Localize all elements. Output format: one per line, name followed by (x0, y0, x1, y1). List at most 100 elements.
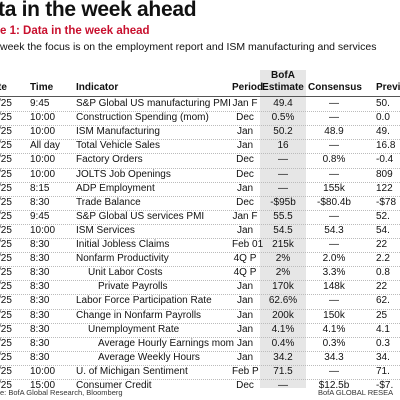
estimate-shade (260, 70, 306, 388)
cell: 34. (376, 351, 390, 363)
cell: — (329, 239, 339, 250)
cell: Jan (236, 126, 254, 138)
cell: Jan F (232, 98, 258, 109)
cell: — (329, 140, 339, 152)
source: e: BofA Global Research, Bloomberg (0, 388, 123, 397)
column-header: Consensus (308, 82, 362, 93)
column-header: te (0, 82, 7, 93)
row-separator (0, 252, 400, 254)
cell: Feb 01 (232, 239, 264, 250)
cell: 62.6% (268, 295, 298, 307)
cell: — (278, 182, 288, 194)
cell: Jan (236, 224, 254, 236)
cell: 10:00 (30, 168, 56, 180)
cell: -$95b (270, 196, 296, 208)
cell: /25 (0, 309, 12, 321)
cell: /25 (0, 365, 12, 377)
cell: Jan (236, 295, 254, 307)
cell: 8:30 (30, 309, 50, 321)
row-separator (0, 153, 400, 155)
cell: -0.4 (376, 154, 394, 166)
cell: 34.3 (324, 351, 344, 363)
cell: 8:30 (30, 239, 50, 250)
cell: Average Weekly Hours (98, 351, 200, 363)
cell: /25 (0, 112, 12, 124)
cell: 155k (323, 182, 345, 194)
cell: 54.3 (324, 224, 344, 236)
column-header: BofA (271, 70, 295, 81)
column-header: Estimate (262, 82, 304, 93)
cell: 50.2 (273, 126, 293, 138)
cell: 15:00 (30, 380, 56, 391)
cell: 48.9 (324, 126, 344, 138)
cell: 8:15 (30, 182, 50, 194)
cell: Nonfarm Productivity (76, 253, 169, 265)
brand: BofA GLOBAL RESEA (318, 388, 394, 397)
cell: 8:30 (30, 351, 50, 363)
cell: 4Q P (233, 267, 257, 279)
cell: — (278, 154, 288, 166)
cell: /25 (0, 337, 12, 349)
cell: 54.5 (273, 224, 293, 236)
row-separator (0, 322, 400, 324)
cell: 10:00 (30, 365, 56, 377)
cell: 200k (272, 309, 294, 321)
cell: /25 (0, 196, 12, 208)
cell: — (329, 112, 339, 124)
cell: — (329, 295, 339, 307)
cell: — (329, 210, 339, 222)
cell: 215k (272, 239, 294, 250)
cell: /25 (0, 168, 12, 180)
cell: -$78 (376, 196, 397, 208)
cell: Jan F (232, 210, 258, 222)
cell: 809 (376, 168, 393, 180)
cell: S&P Global US manufacturing PMI (76, 98, 231, 109)
cell: Jan (236, 309, 254, 321)
row-separator (0, 111, 400, 113)
cell: Trade Balance (76, 196, 141, 208)
cell: Jan (236, 323, 254, 335)
cell: Dec (236, 380, 254, 391)
cell: /25 (0, 154, 12, 166)
cell: Change in Nonfarm Payrolls (76, 309, 202, 321)
cell: /25 (0, 351, 12, 363)
cell: Consumer Credit (76, 380, 152, 391)
cell: 0.4% (271, 337, 295, 349)
cell: 49. (376, 126, 390, 138)
cell: 148k (323, 281, 345, 293)
cell: U. of Michigan Sentiment (76, 365, 188, 377)
cell: /25 (0, 267, 12, 279)
cell: Unit Labor Costs (88, 267, 163, 279)
cell: 150k (323, 309, 345, 321)
cell: 8:30 (30, 295, 50, 307)
cell: 122 (376, 182, 393, 194)
cell: 4.1% (322, 323, 346, 335)
row-separator (0, 139, 400, 141)
cell: /25 (0, 126, 12, 138)
cell: S&P Global US services PMI (76, 210, 205, 222)
cell: 8:30 (30, 337, 50, 349)
cell: All day (30, 140, 61, 152)
row-separator (0, 125, 400, 127)
cell: Jan (236, 337, 254, 349)
cell: Jan (236, 182, 254, 194)
cell: /25 (0, 295, 12, 307)
column-header: Indicator (76, 82, 119, 93)
cell: 0.3 (376, 337, 390, 349)
cell: 4.1% (271, 323, 295, 335)
cell: /25 (0, 323, 12, 335)
cell: Jan (236, 351, 254, 363)
cell: /25 (0, 253, 12, 265)
cell: 4.1 (376, 323, 390, 335)
row-separator (0, 336, 400, 338)
cell: -$80.4b (317, 196, 351, 208)
cell: 10:00 (30, 154, 56, 166)
cell: ISM Services (76, 224, 135, 236)
cell: 3.3% (322, 267, 346, 279)
cell: — (329, 98, 339, 109)
cell: Dec (236, 112, 254, 124)
cell: JOLTS Job Openings (76, 168, 171, 180)
cell: 54. (376, 224, 390, 236)
cell: 8:30 (30, 196, 50, 208)
row-separator (0, 209, 400, 211)
